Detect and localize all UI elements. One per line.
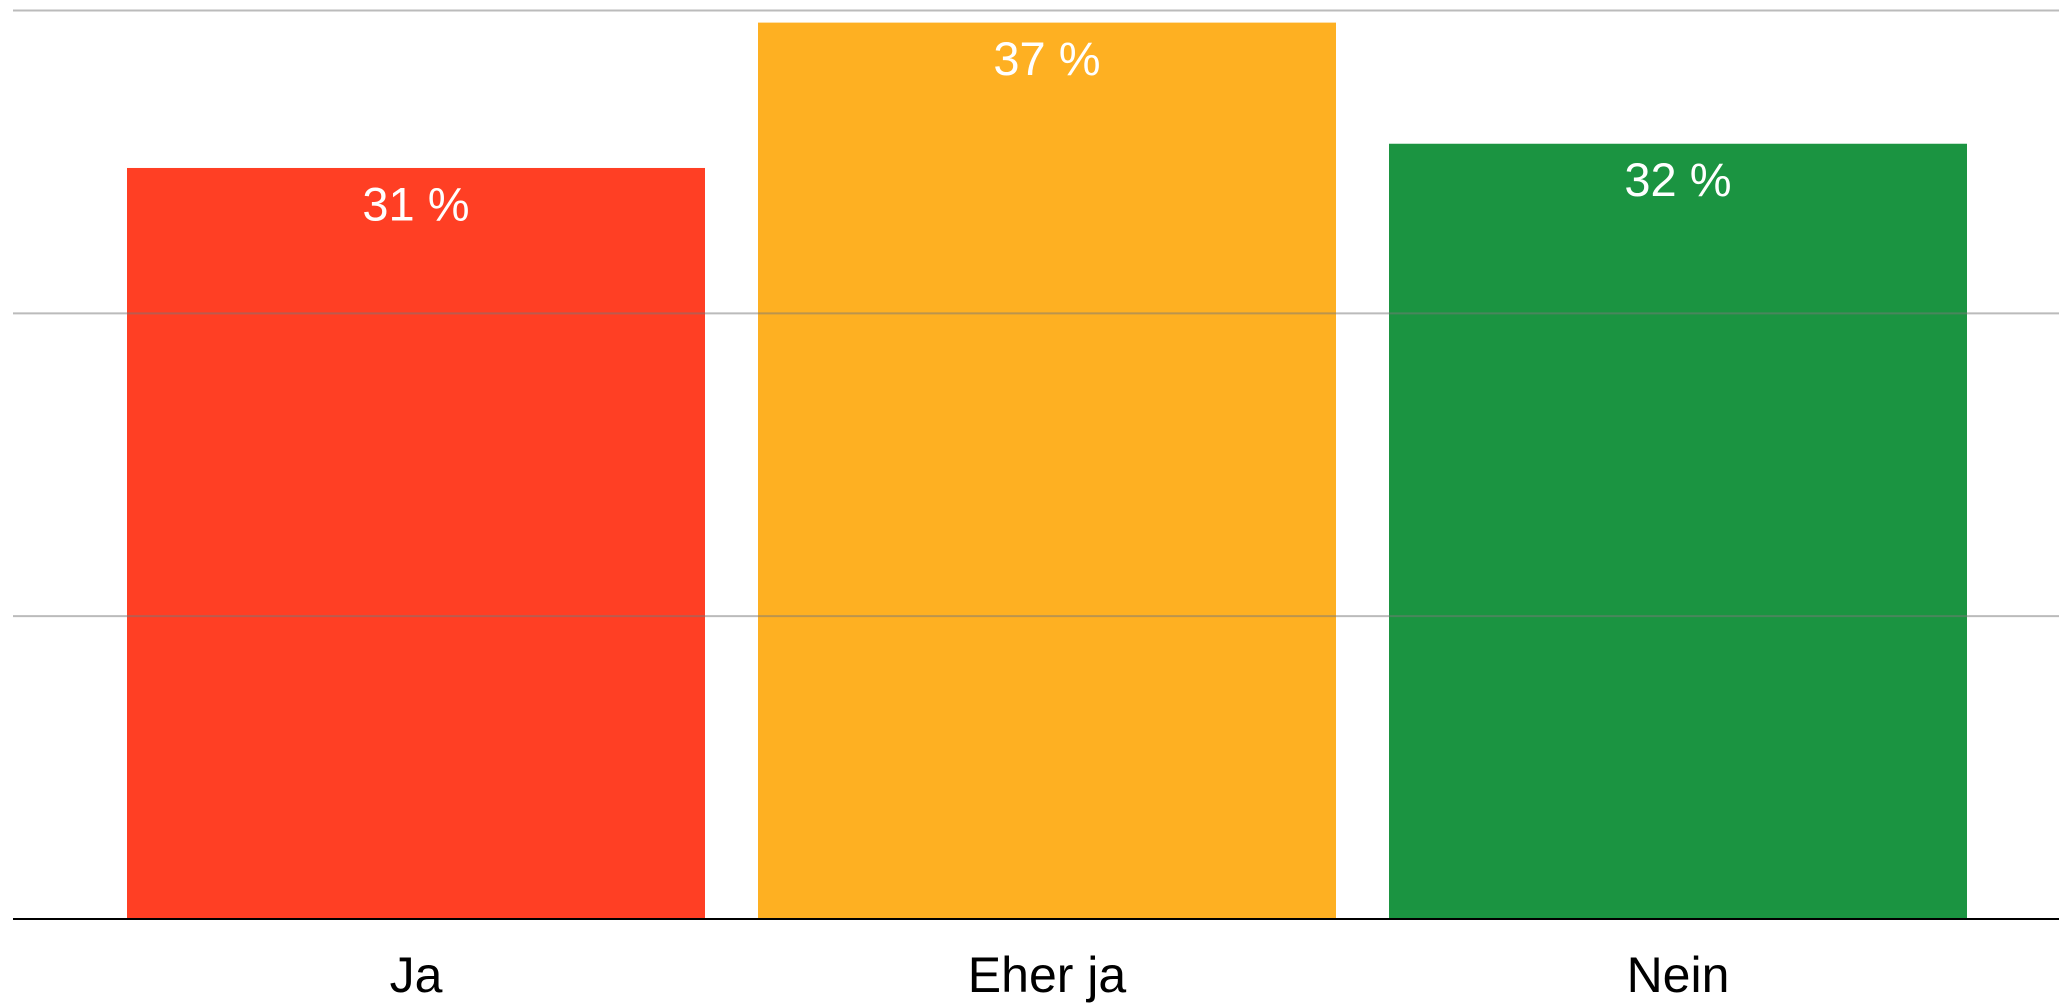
x-tick-label: Ja: [390, 947, 443, 1003]
x-tick-label: Eher ja: [968, 947, 1127, 1003]
bar: [758, 22, 1336, 919]
bar: [127, 167, 705, 919]
bar: [1389, 143, 1967, 919]
x-tick-label: Nein: [1627, 947, 1730, 1003]
value-label: 32 %: [1624, 153, 1731, 206]
value-label: 37 %: [993, 32, 1100, 85]
value-label: 31 %: [362, 177, 469, 230]
